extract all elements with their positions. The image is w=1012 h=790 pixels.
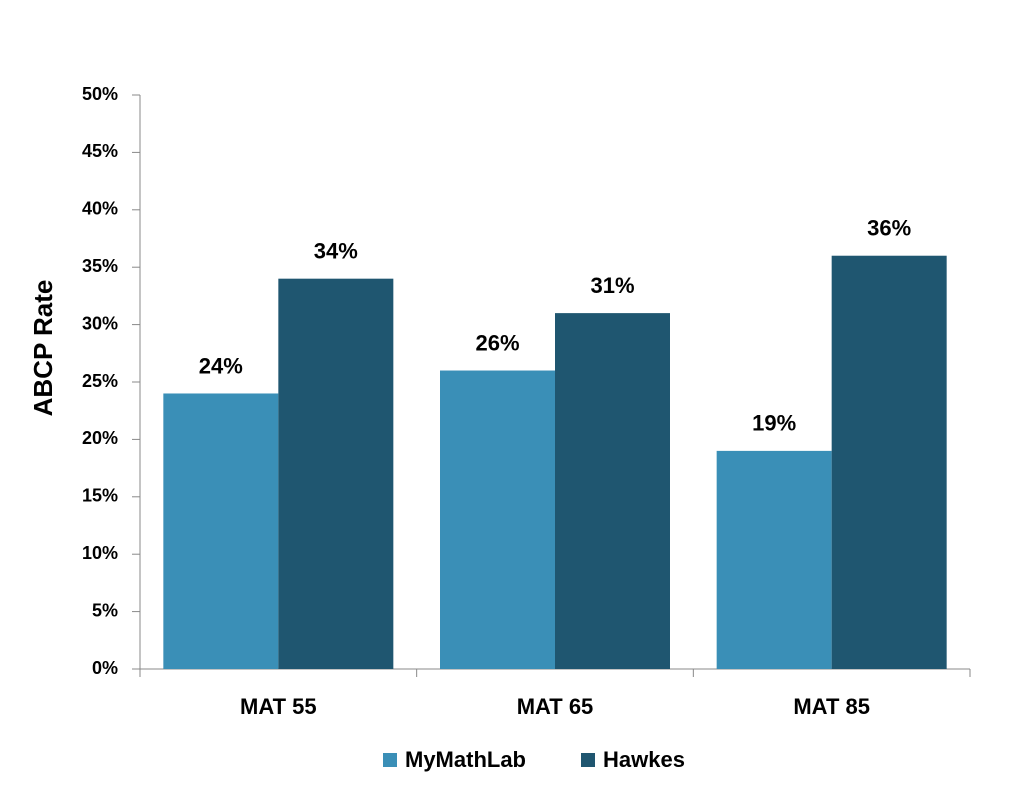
y-tick-label: 20%	[82, 428, 118, 448]
y-tick-label: 35%	[82, 256, 118, 276]
x-tick-label: MAT 65	[517, 694, 594, 719]
legend-label: Hawkes	[603, 747, 685, 772]
y-tick-label: 15%	[82, 486, 118, 506]
y-tick-label: 40%	[82, 199, 118, 219]
y-tick-label: 45%	[82, 141, 118, 161]
y-tick-label: 30%	[82, 313, 118, 333]
data-label: 36%	[867, 216, 911, 241]
x-tick-label: MAT 85	[793, 694, 870, 719]
bar	[440, 370, 555, 669]
bar	[831, 255, 947, 669]
y-tick-label: 0%	[92, 658, 118, 678]
bar	[163, 393, 279, 669]
bar	[716, 450, 832, 669]
y-tick-label: 5%	[92, 600, 118, 620]
y-tick-label: 10%	[82, 543, 118, 563]
y-axis-title: ABCP Rate	[28, 280, 58, 417]
x-tick-label: MAT 55	[240, 694, 317, 719]
legend-swatch	[383, 753, 397, 767]
y-tick-label: 25%	[82, 371, 118, 391]
legend-label: MyMathLab	[405, 747, 526, 772]
data-label: 19%	[752, 411, 796, 436]
data-label: 26%	[475, 330, 519, 355]
data-label: 34%	[314, 238, 358, 263]
bar	[278, 278, 394, 669]
y-tick-label: 50%	[82, 84, 118, 104]
data-label: 24%	[199, 353, 243, 378]
bar	[555, 313, 670, 669]
legend-swatch	[581, 753, 595, 767]
data-label: 31%	[590, 273, 634, 298]
